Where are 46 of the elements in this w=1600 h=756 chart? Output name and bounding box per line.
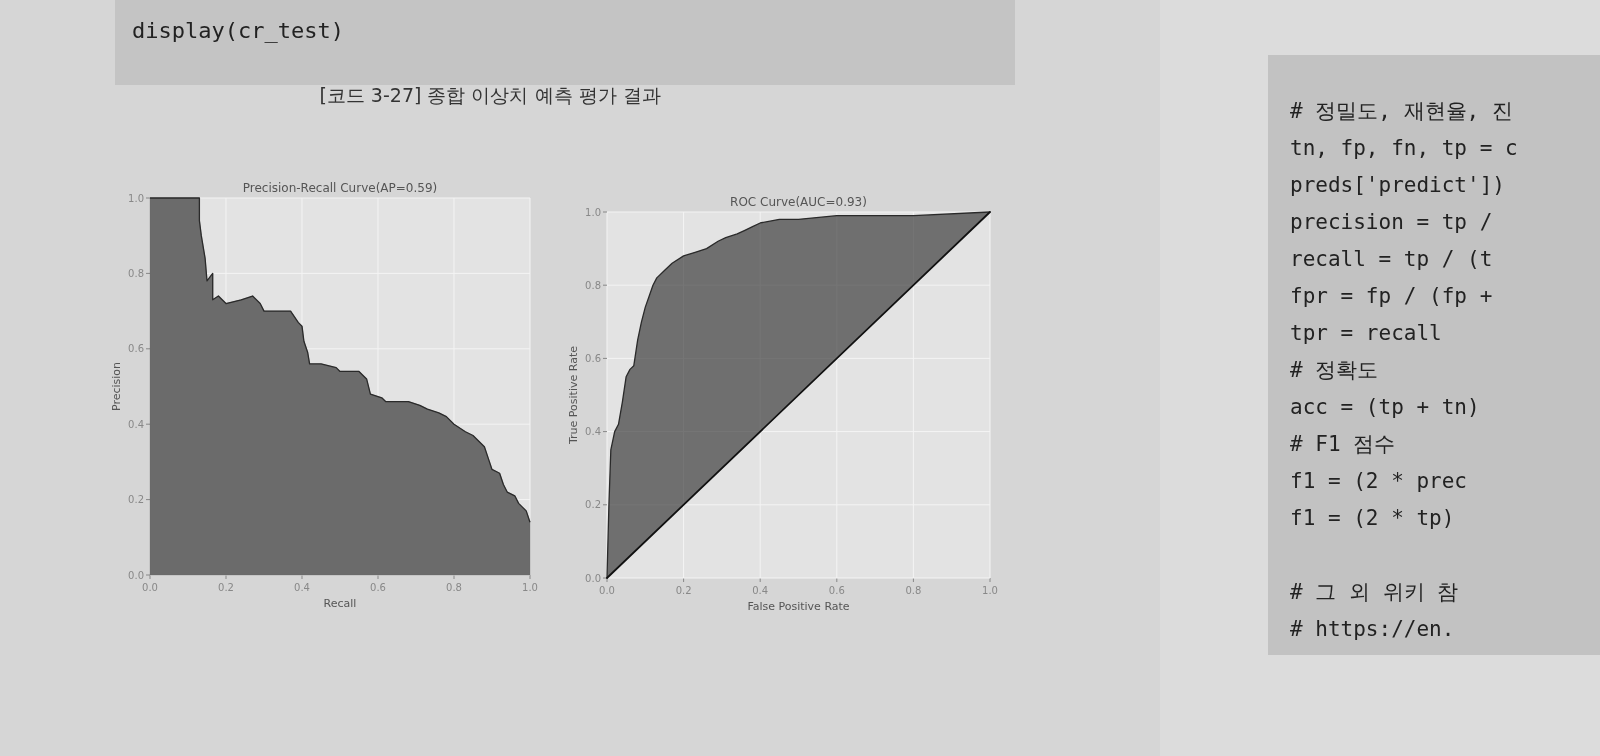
- text: recall = tp / (t: [1290, 247, 1493, 271]
- chart-title: ROC Curve(AUC=0.93): [730, 195, 867, 209]
- x-tick-label: 0.0: [142, 582, 158, 593]
- text: precision = tp /: [1290, 210, 1493, 234]
- x-tick-label: 1.0: [982, 585, 998, 596]
- x-tick-label: 0.6: [828, 585, 845, 596]
- text: f1 = (2 * prec: [1290, 469, 1468, 493]
- y-tick-label: 0.0: [585, 572, 601, 584]
- text: f1 = (2 * tp): [1290, 506, 1455, 530]
- chart-title: Precision-Recall Curve(AP=0.59): [242, 181, 438, 195]
- text: # F1 점수: [1290, 432, 1396, 456]
- y-tick-label: 0.4: [128, 418, 144, 430]
- y-tick-label: 1.0: [585, 206, 601, 218]
- y-tick-label: 0.2: [128, 494, 144, 506]
- text: fpr = fp / (fp +: [1290, 284, 1493, 308]
- y-tick-label: 0.2: [585, 499, 601, 511]
- text: tn, fp, fn, tp = c: [1290, 136, 1518, 160]
- y-tick-label: 0.8: [585, 279, 601, 291]
- x-axis-title: Recall: [323, 597, 357, 610]
- text: # 정밀도, 재현율, 진: [1290, 99, 1513, 123]
- text: acc = (tp + tn): [1290, 395, 1480, 419]
- y-tick-label: 0.6: [128, 343, 144, 355]
- y-axis-title: True Positive Rate: [567, 345, 580, 445]
- text: # 정확도: [1290, 358, 1379, 382]
- x-tick-label: 0.4: [294, 582, 310, 593]
- x-tick-label: 0.4: [752, 585, 769, 596]
- x-tick-label: 0.2: [675, 585, 692, 596]
- y-tick-label: 0.4: [585, 426, 601, 438]
- text: tpr = recall: [1290, 321, 1442, 345]
- x-tick-label: 0.0: [599, 585, 615, 596]
- text: preds['predict']): [1290, 173, 1505, 197]
- text: # 그 외 위키 참: [1290, 580, 1459, 604]
- x-tick-label: 0.8: [905, 585, 922, 596]
- y-tick-label: 0.0: [128, 569, 144, 581]
- x-tick-label: 0.2: [218, 582, 234, 593]
- text: [코드 3-27] 종합 이상치 예측 평가 결과: [319, 84, 661, 106]
- text: # https://en.: [1290, 617, 1455, 641]
- y-tick-label: 0.6: [585, 352, 601, 364]
- y-tick-label: 0.8: [128, 267, 144, 279]
- y-axis-title: Precision: [110, 361, 123, 412]
- x-axis-title: False Positive Rate: [747, 600, 850, 613]
- text: display(cr_test): [132, 18, 344, 43]
- x-tick-label: 0.6: [370, 582, 386, 593]
- x-tick-label: 1.0: [522, 582, 538, 593]
- x-tick-label: 0.8: [446, 582, 462, 593]
- y-tick-label: 1.0: [128, 192, 144, 204]
